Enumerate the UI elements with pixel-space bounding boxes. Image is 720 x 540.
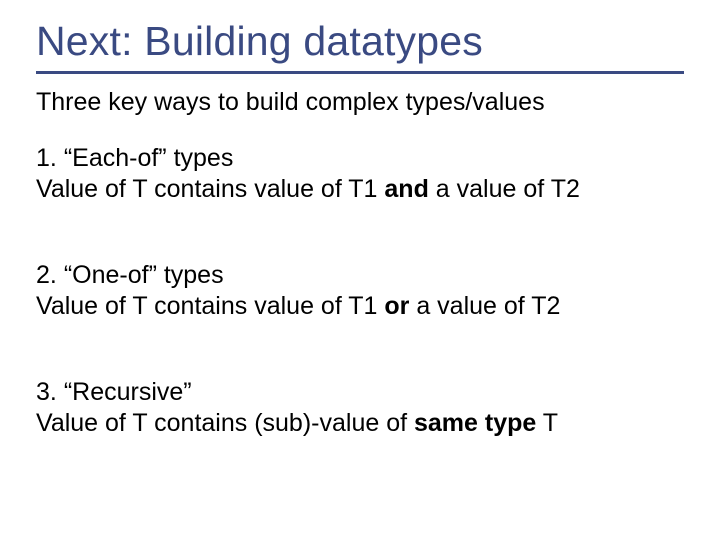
title-rule (36, 71, 684, 74)
section-body-pre: Value of T contains value of T1 (36, 292, 384, 320)
section-body-bold: and (384, 175, 428, 203)
slide: Next: Building datatypes Three key ways … (0, 0, 720, 540)
section-one-of: 2. “One-of” types Value of T contains va… (36, 260, 684, 321)
section-body-post: T (536, 409, 558, 437)
section-body-pre: Value of T contains value of T1 (36, 175, 384, 203)
section-heading: “One-of” types (64, 261, 224, 289)
section-number: 1. (36, 144, 57, 172)
section-each-of: 1. “Each-of” types Value of T contains v… (36, 143, 684, 204)
page-title: Next: Building datatypes (36, 18, 684, 65)
section-body-post: a value of T2 (429, 175, 580, 203)
section-number: 2. (36, 261, 57, 289)
subtitle: Three key ways to build complex types/va… (36, 88, 684, 117)
section-body-bold: same type (414, 409, 536, 437)
section-body-post: a value of T2 (409, 292, 560, 320)
section-body-bold: or (384, 292, 409, 320)
section-recursive: 3. “Recursive” Value of T contains (sub)… (36, 377, 684, 438)
section-heading: “Recursive” (64, 378, 192, 406)
section-heading: “Each-of” types (64, 144, 234, 172)
section-body-pre: Value of T contains (sub)-value of (36, 409, 414, 437)
section-number: 3. (36, 378, 57, 406)
